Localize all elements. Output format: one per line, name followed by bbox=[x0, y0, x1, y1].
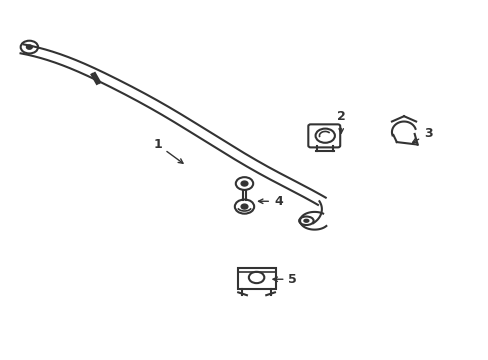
Text: 2: 2 bbox=[336, 110, 345, 133]
Ellipse shape bbox=[304, 219, 308, 222]
Circle shape bbox=[26, 45, 32, 49]
Circle shape bbox=[241, 204, 247, 209]
Text: 5: 5 bbox=[272, 273, 297, 286]
Circle shape bbox=[241, 181, 247, 186]
Text: 3: 3 bbox=[412, 127, 432, 143]
Text: 4: 4 bbox=[258, 195, 282, 208]
Text: 1: 1 bbox=[153, 138, 183, 163]
